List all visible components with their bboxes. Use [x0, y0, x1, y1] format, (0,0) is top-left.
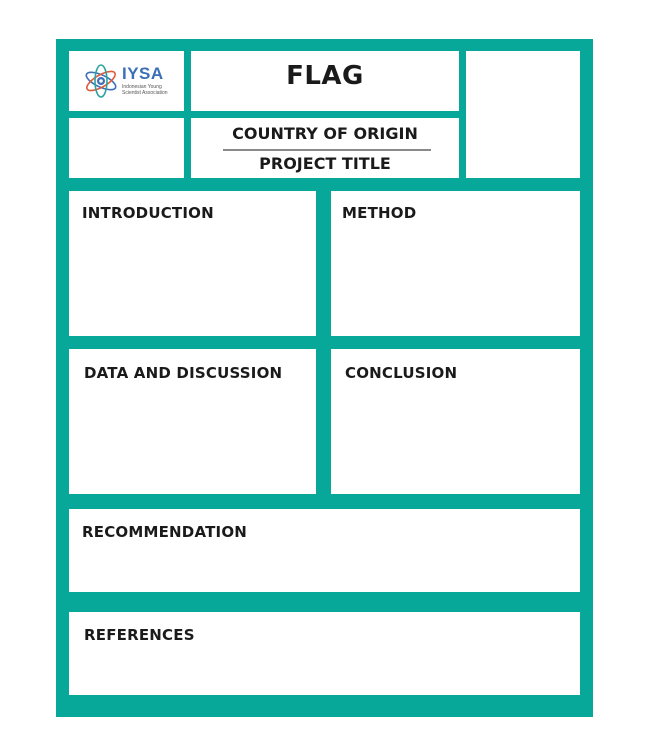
introduction-heading: INTRODUCTION [82, 204, 214, 222]
conclusion-panel: CONCLUSION [331, 349, 580, 494]
method-heading: METHOD [342, 204, 417, 222]
title-panel: COUNTRY OF ORIGIN PROJECT TITLE [191, 118, 459, 178]
references-heading: REFERENCES [84, 626, 195, 644]
references-panel: REFERENCES [69, 612, 580, 695]
method-panel: METHOD [331, 191, 580, 336]
logo-subtitle: Indonesian Young Scientist Association [122, 84, 168, 96]
data-discussion-panel: DATA AND DISCUSSION [69, 349, 316, 494]
country-of-origin: COUNTRY OF ORIGIN [232, 124, 418, 143]
top-right-panel [466, 51, 580, 178]
project-title: PROJECT TITLE [259, 154, 391, 173]
introduction-panel: INTRODUCTION [69, 191, 316, 336]
iysa-logo: IYSA Indonesian Young Scientist Associat… [83, 61, 179, 101]
atom-icon [85, 64, 117, 98]
poster-board: IYSA Indonesian Young Scientist Associat… [56, 39, 593, 717]
data-discussion-heading: DATA AND DISCUSSION [84, 364, 283, 382]
logo-name: IYSA [122, 64, 164, 83]
logo-panel: IYSA Indonesian Young Scientist Associat… [69, 51, 184, 111]
recommendation-panel: RECOMMENDATION [69, 509, 580, 592]
flag-label: FLAG [286, 61, 364, 91]
recommendation-heading: RECOMMENDATION [82, 523, 248, 541]
title-divider [223, 149, 431, 151]
conclusion-heading: CONCLUSION [345, 364, 458, 382]
blank-panel [69, 118, 184, 178]
flag-panel: FLAG [191, 51, 459, 111]
